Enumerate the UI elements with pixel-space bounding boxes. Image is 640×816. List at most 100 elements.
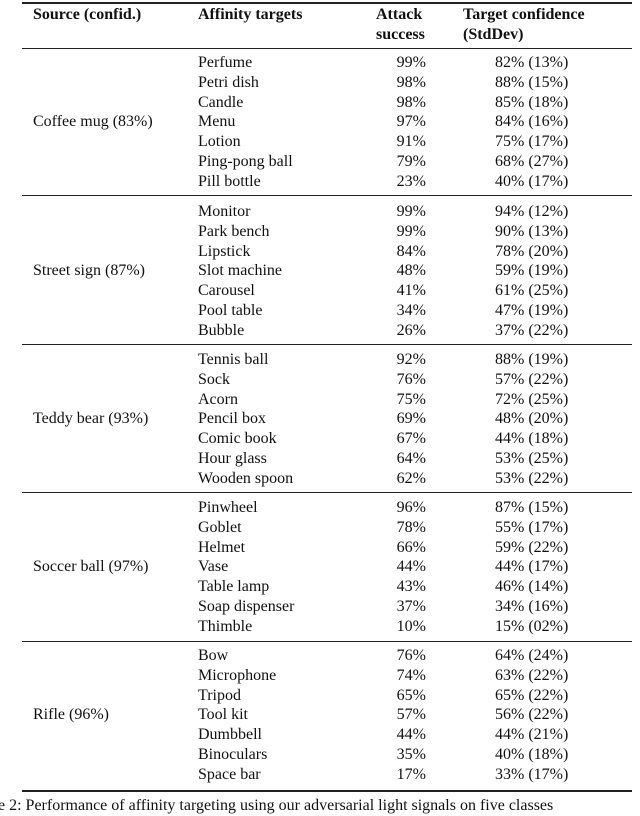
success-cell: 84% — [396, 242, 426, 260]
header-cell: Target confidence (StdDev) — [463, 6, 585, 43]
success-cell: 37% — [396, 598, 426, 615]
target-cell: Soap dispenser — [198, 598, 295, 615]
source-cell: Soccer ball (97%) — [33, 558, 149, 576]
header-rule — [22, 48, 632, 49]
confidence-cell: 88% (15%) — [495, 73, 569, 91]
header-cell: Affinity targets — [198, 6, 303, 23]
confidence-cell: 59% (19%) — [495, 262, 569, 280]
target-cell: Vase — [198, 558, 229, 576]
target-cell: Menu — [198, 113, 236, 131]
target-cell: Bow — [198, 647, 229, 664]
confidence-cell: 85% (18%) — [495, 93, 569, 111]
source-cell: Teddy bear (93%) — [33, 410, 149, 428]
success-cell: 65% — [396, 686, 426, 704]
target-cell: Tennis ball — [198, 351, 269, 368]
target-cell: Table lamp — [198, 578, 270, 596]
target-cell: Tripod — [198, 686, 241, 704]
header-cell: Attack success — [376, 6, 425, 43]
target-cell: Perfume — [198, 54, 253, 71]
group-rule — [22, 195, 632, 196]
group-rule — [22, 492, 632, 493]
target-cell: Sock — [198, 370, 230, 388]
source-cell: Coffee mug (83%) — [33, 113, 153, 131]
success-cell: 98% — [396, 73, 426, 91]
target-cell: Comic book — [198, 430, 277, 448]
target-cell: Thimble — [198, 617, 253, 635]
confidence-cell: 82% (13%) — [495, 54, 569, 71]
confidence-cell: 53% (22%) — [495, 469, 569, 487]
success-cell: 97% — [396, 113, 426, 131]
confidence-cell: 88% (19%) — [495, 351, 569, 368]
confidence-cell: 53% (25%) — [495, 450, 569, 467]
success-cell: 17% — [396, 765, 426, 783]
target-cell: Binoculars — [198, 746, 268, 763]
confidence-cell: 40% (17%) — [495, 172, 569, 190]
confidence-cell: 84% (16%) — [495, 113, 569, 131]
confidence-cell: 68% (27%) — [495, 153, 569, 170]
confidence-cell: 87% (15%) — [495, 499, 569, 516]
top-rule — [22, 2, 632, 4]
confidence-cell: 78% (20%) — [495, 242, 569, 260]
confidence-cell: 94% (12%) — [495, 203, 569, 220]
confidence-cell: 46% (14%) — [495, 578, 569, 596]
success-cell: 64% — [396, 450, 426, 467]
success-cell: 34% — [396, 302, 426, 319]
target-cell: Park bench — [198, 222, 270, 240]
success-cell: 76% — [396, 647, 426, 664]
confidence-cell: 64% (24%) — [495, 647, 569, 664]
target-cell: Dumbbell — [198, 726, 262, 744]
target-cell: Lotion — [198, 133, 241, 151]
success-cell: 78% — [396, 518, 426, 536]
confidence-cell: 59% (22%) — [495, 538, 569, 556]
success-cell: 99% — [396, 203, 426, 220]
success-cell: 57% — [396, 706, 426, 724]
success-cell: 99% — [396, 222, 426, 240]
success-cell: 76% — [396, 370, 426, 388]
group-rule — [22, 641, 632, 642]
success-cell: 96% — [396, 499, 426, 516]
target-cell: Monitor — [198, 203, 251, 220]
confidence-cell: 57% (22%) — [495, 370, 569, 388]
target-cell: Carousel — [198, 282, 255, 300]
success-cell: 91% — [396, 133, 426, 151]
target-cell: Hour glass — [198, 450, 267, 467]
success-cell: 43% — [396, 578, 426, 596]
target-cell: Microphone — [198, 666, 277, 684]
confidence-cell: 61% (25%) — [495, 282, 569, 300]
confidence-cell: 56% (22%) — [495, 706, 569, 724]
target-cell: Helmet — [198, 538, 246, 556]
source-cell: Rifle (96%) — [33, 706, 109, 724]
success-cell: 62% — [396, 469, 426, 487]
target-cell: Petri dish — [198, 73, 259, 91]
confidence-cell: 48% (20%) — [495, 410, 569, 428]
target-cell: Bubble — [198, 321, 245, 339]
target-cell: Ping-pong ball — [198, 153, 293, 170]
target-cell: Pool table — [198, 302, 263, 319]
group-rule — [22, 344, 632, 345]
success-cell: 79% — [396, 153, 426, 170]
success-cell: 10% — [396, 617, 426, 635]
confidence-cell: 75% (17%) — [495, 133, 569, 151]
confidence-cell: 37% (22%) — [495, 321, 569, 339]
target-cell: Wooden spoon — [198, 469, 294, 487]
success-cell: 44% — [396, 558, 426, 576]
caption: e 2: Performance of affinity targeting u… — [0, 797, 554, 814]
success-cell: 69% — [396, 410, 426, 428]
confidence-cell: 44% (17%) — [495, 558, 569, 576]
confidence-cell: 90% (13%) — [495, 222, 569, 240]
success-cell: 92% — [396, 351, 426, 368]
success-cell: 99% — [396, 54, 426, 71]
target-cell: Acorn — [198, 390, 238, 408]
target-cell: Lipstick — [198, 242, 251, 260]
success-cell: 66% — [396, 538, 426, 556]
confidence-cell: 15% (02%) — [495, 617, 569, 635]
confidence-cell: 47% (19%) — [495, 302, 569, 319]
success-cell: 75% — [396, 390, 426, 408]
confidence-cell: 40% (18%) — [495, 746, 569, 763]
success-cell: 35% — [396, 746, 426, 763]
success-cell: 23% — [396, 172, 426, 190]
source-cell: Street sign (87%) — [33, 262, 145, 280]
confidence-cell: 44% (18%) — [495, 430, 569, 448]
target-cell: Space bar — [198, 765, 261, 783]
